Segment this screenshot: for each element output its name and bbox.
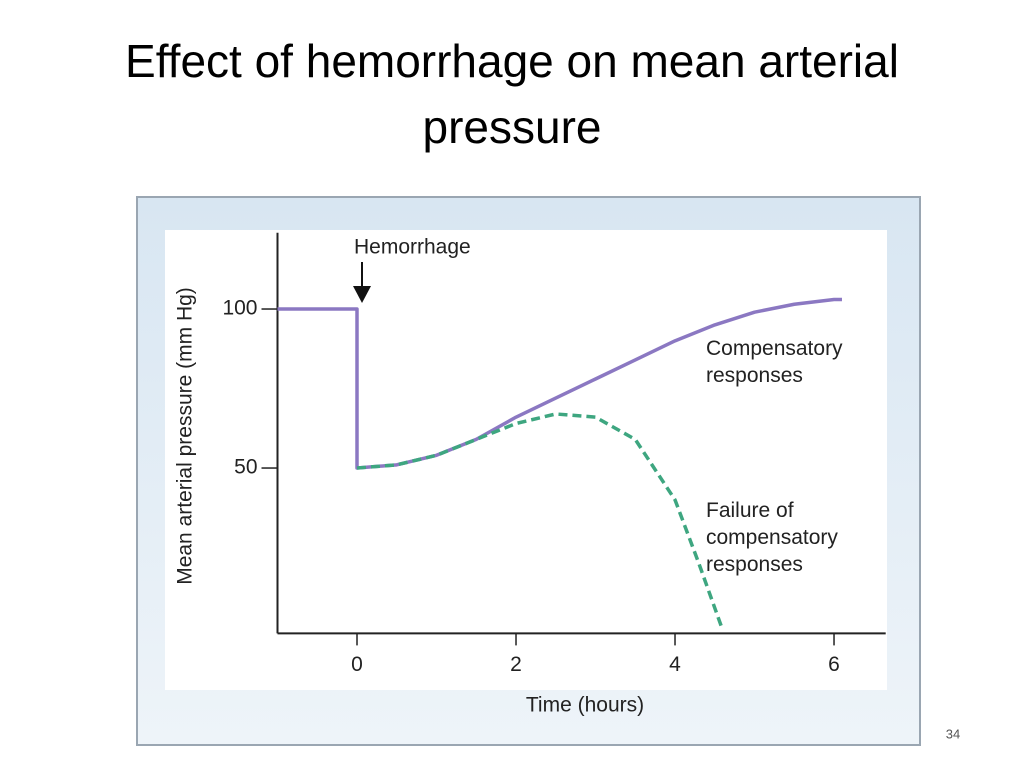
x-tick-label: 6 [828,653,840,676]
x-axis-label: Time (hours) [526,694,644,717]
series-label: Compensatory responses [706,337,843,387]
annotation-arrowhead [353,286,372,303]
annotation-text: Hemorrhage [354,236,471,259]
y-tick-label: 100 [222,297,257,320]
x-tick-label: 0 [351,653,363,676]
slide-title: Effect of hemorrhage on mean arterial pr… [125,35,899,153]
y-axis-label: Mean arterial pressure (mm Hg) [174,287,197,585]
y-tick-label: 50 [234,456,257,479]
plot-area [165,230,887,690]
x-tick-label: 2 [510,653,522,676]
page-number: 34 [946,726,960,741]
series-label: Failure of compensatory responses [706,499,838,576]
x-tick-label: 4 [669,653,681,676]
